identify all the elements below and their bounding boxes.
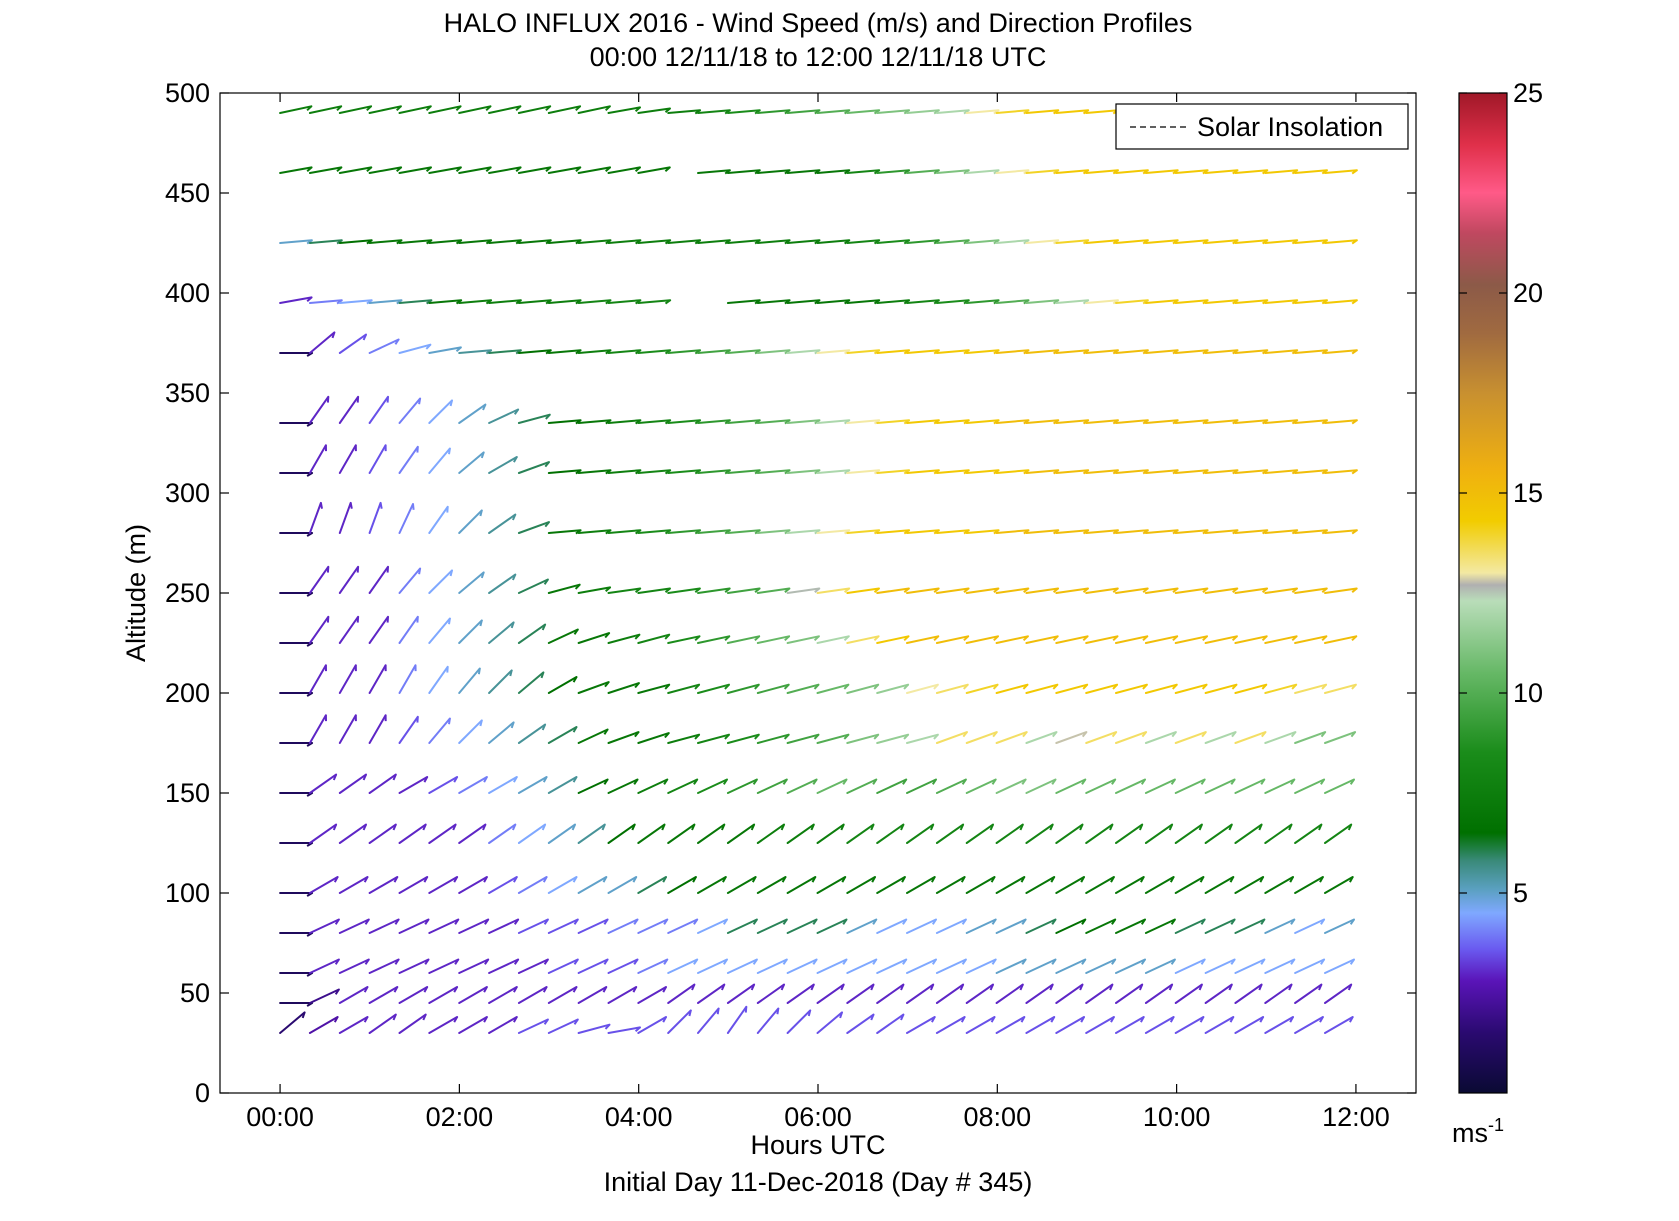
colorbar-tick-label: 25 [1513,78,1543,108]
y-tick-label: 200 [165,678,210,708]
legend: Solar Insolation [1116,104,1408,149]
chart-title: HALO INFLUX 2016 - Wind Speed (m/s) and … [444,8,1193,38]
y-tick-label: 400 [165,278,210,308]
wind-barb-tick [479,669,480,675]
x-axis-label: Hours UTC [750,1130,885,1160]
wind-barb-tick [480,620,481,626]
wind-barb-tick [449,719,450,725]
y-tick-label: 0 [195,1078,210,1108]
wind-barb-tick [381,503,382,509]
wind-barb-tick [413,504,414,510]
wind-barb-tick [689,1010,690,1016]
colorbar-unit-exponent: -1 [1488,1115,1504,1135]
colorbar-tick-label: 20 [1513,278,1543,308]
x-tick-label: 08:00 [964,1102,1032,1132]
footer-text: Initial Day 11-Dec-2018 (Day # 345) [604,1167,1033,1197]
wind-barb-tick [419,399,420,405]
y-tick-label: 300 [165,478,210,508]
y-tick-label: 350 [165,378,210,408]
x-tick-label: 00:00 [246,1102,314,1132]
x-tick-label: 10:00 [1143,1102,1211,1132]
wind-barb-tick [809,1010,810,1016]
wind-barb-tick [419,569,420,575]
wind-barb-tick [449,619,450,625]
colorbar-tick-label: 5 [1513,878,1528,908]
wind-barb-tick [351,503,352,509]
y-tick-label: 50 [180,978,210,1008]
y-tick-label: 250 [165,578,210,608]
x-tick-label: 12:00 [1322,1102,1390,1132]
wind-barb-tick [777,1009,778,1015]
wind-barb-tick [510,670,511,676]
y-tick-label: 150 [165,778,210,808]
y-tick-label: 450 [165,178,210,208]
colorbar-unit: ms-1 [1452,1115,1504,1148]
wind-barb-tick [718,1009,719,1015]
colorbar-tick-label: 15 [1513,478,1543,508]
y-axis-label: Altitude (m) [121,524,151,662]
wind-barb-tick [451,570,452,576]
colorbar-tick-label: 10 [1513,678,1543,708]
x-tick-label: 02:00 [426,1102,494,1132]
y-tick-label: 500 [165,78,210,108]
legend-label-solar-insolation: Solar Insolation [1197,112,1383,142]
chart-subtitle: 00:00 12/11/18 to 12:00 12/11/18 UTC [590,42,1047,72]
x-tick-label: 06:00 [784,1102,852,1132]
colorbar [1459,93,1507,1093]
wind-barb-tick [480,720,481,726]
wind-barb-tick [321,503,322,509]
wind-barb-tick [449,449,450,455]
wind-barb-tick [480,510,481,516]
colorbar-unit-base: ms [1452,1118,1488,1148]
wind-barb-tick [451,400,452,406]
x-tick-label: 04:00 [605,1102,673,1132]
y-tick-label: 100 [165,878,210,908]
wind-barb-tick [746,1007,747,1013]
